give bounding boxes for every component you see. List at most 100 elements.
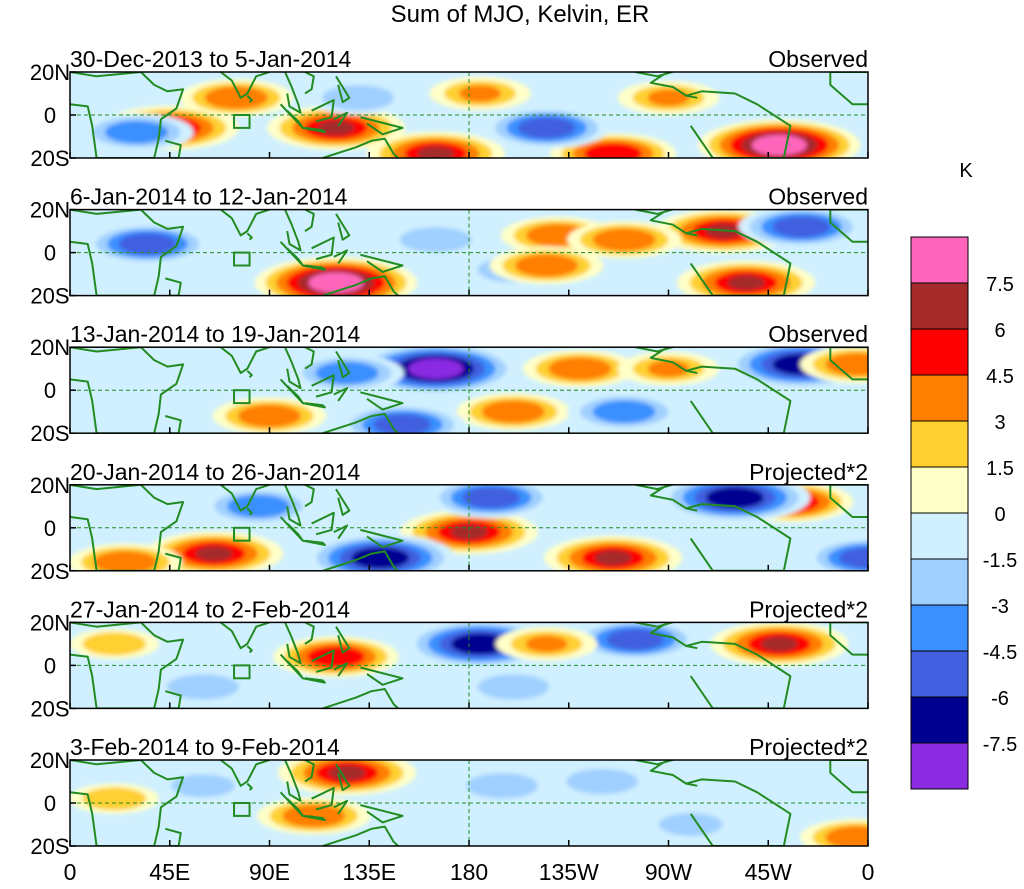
colorbar-label: 4.5 <box>986 366 1014 388</box>
anomaly-contour <box>838 356 868 373</box>
colorbar-label: 0 <box>994 504 1005 526</box>
x-tick-label: 135E <box>342 859 396 885</box>
anomaly-contour <box>328 365 366 381</box>
panels: 30-Dec-2013 to 5-Jan-2014 Observed 20N 0 20S… <box>30 46 869 859</box>
anomaly-contour <box>106 554 145 570</box>
anomaly-contour <box>459 85 502 102</box>
anomaly-contour <box>850 550 868 566</box>
anomaly-contour <box>595 146 631 158</box>
panel-period: 27-Jan-2014 to 2-Feb-2014 <box>70 596 350 622</box>
anomaly-contour <box>671 816 710 833</box>
anomaly-contour <box>581 773 623 790</box>
x-tick-label: 0 <box>64 859 77 885</box>
index-box <box>233 389 251 405</box>
anomaly-contour <box>717 490 753 506</box>
panel-type: Projected*2 <box>749 459 868 485</box>
anomaly-field <box>70 347 868 434</box>
anomaly-contour <box>473 490 509 506</box>
anomaly-contour <box>250 408 289 424</box>
y-tick-label: 20S <box>30 834 69 859</box>
anomaly-contour <box>529 120 564 136</box>
panel-2: 6-Jan-2014 to 12-Jan-2014 Observed 20N 0 20S <box>30 184 869 309</box>
x-tick-label: 90W <box>645 859 693 885</box>
anomaly-field <box>70 209 868 296</box>
anomaly-contour <box>95 790 134 807</box>
anomaly-contour <box>492 678 535 696</box>
anomaly-contour <box>838 829 868 846</box>
y-tick-label: 20N <box>30 60 70 85</box>
x-tick-label: 90E <box>249 859 290 885</box>
panel-period: 30-Dec-2013 to 5-Jan-2014 <box>70 46 351 72</box>
anomaly-contour <box>762 137 797 153</box>
y-tick-label: 20S <box>30 284 69 309</box>
anomaly-contour <box>317 120 355 136</box>
anomaly-contour <box>182 678 224 696</box>
panel-type: Projected*2 <box>749 734 868 760</box>
y-tick-label: 20S <box>30 696 69 721</box>
x-axis: 0 45E 90E 135E 180 135W 90W 45W 0 <box>64 859 875 885</box>
index-box <box>233 251 251 267</box>
index-box <box>233 526 251 542</box>
x-tick-label: 45E <box>149 859 190 885</box>
colorbar-swatch <box>910 696 969 744</box>
index-box <box>233 664 251 680</box>
anomaly-contour <box>727 275 765 291</box>
y-tick-label: 20S <box>30 559 69 584</box>
anomaly-contour <box>760 636 798 652</box>
panel-4: 20-Jan-2014 to 26-Jan-2014 Projected*2 20N… <box>30 459 869 584</box>
y-tick-label: 0 <box>44 653 56 678</box>
y-tick-label: 20S <box>30 421 69 446</box>
x-tick-label: 45W <box>745 859 793 885</box>
anomaly-contour <box>784 219 819 235</box>
anomaly-contour <box>647 360 690 378</box>
anomaly-contour <box>594 550 632 566</box>
panel-type: Projected*2 <box>749 596 868 622</box>
x-tick-label: 0 <box>862 859 875 885</box>
anomaly-contour <box>538 227 577 244</box>
panel-period: 6-Jan-2014 to 12-Jan-2014 <box>70 184 348 210</box>
index-box <box>233 114 251 129</box>
colorbar-label: 7.5 <box>986 274 1014 296</box>
anomaly-contour <box>318 649 354 665</box>
anomaly-contour <box>462 636 498 652</box>
x-tick-label: 135W <box>539 859 599 885</box>
anomaly-field <box>70 622 868 709</box>
anomaly-contour <box>117 124 156 140</box>
panel-period: 13-Jan-2014 to 19-Jan-2014 <box>70 321 360 347</box>
coastline <box>70 347 868 434</box>
y-tick-label: 20N <box>30 473 70 498</box>
y-tick-label: 0 <box>44 516 56 541</box>
anomaly-contour <box>414 231 457 249</box>
y-tick-label: 20S <box>30 146 69 171</box>
anomaly-contour <box>295 808 333 824</box>
chart-title: Sum of MJO, Kelvin, ER <box>391 1 650 28</box>
anomaly-contour <box>605 232 643 248</box>
x-tick-label: 180 <box>450 859 488 885</box>
colorbar-label: -3 <box>991 596 1009 618</box>
colorbar-swatch <box>910 604 969 652</box>
colorbar-label: 6 <box>994 320 1005 342</box>
colorbar-swatch <box>910 282 969 330</box>
anomaly-contour <box>328 765 366 781</box>
colorbar-swatch <box>910 466 969 514</box>
y-tick-label: 20N <box>30 335 70 360</box>
coastline <box>70 209 868 296</box>
colorbar-swatch <box>910 512 969 560</box>
colorbar-swatch <box>910 742 969 790</box>
anomaly-contour <box>647 89 690 107</box>
anomaly-contour <box>527 257 566 274</box>
anomaly-contour <box>481 777 524 795</box>
panel-1: 30-Dec-2013 to 5-Jan-2014 Observed 20N 0 20S <box>30 46 869 171</box>
y-tick-label: 0 <box>44 241 56 266</box>
panel-3: 13-Jan-2014 to 19-Jan-2014 Observed 20N 0 20… <box>30 321 869 446</box>
anomaly-field <box>70 484 868 571</box>
colorbar-swatch <box>910 328 969 376</box>
y-tick-label: 0 <box>44 378 56 403</box>
colorbar: K 7.5 6 4.5 3 1.5 0 -1.5 -3 -4.5 -6 -7.5 <box>910 160 1017 790</box>
colorbar-swatch <box>910 420 969 468</box>
anomaly-contour <box>494 404 533 420</box>
anomaly-contour <box>130 236 165 252</box>
anomaly-contour <box>417 146 455 158</box>
anomaly-contour <box>561 361 599 377</box>
